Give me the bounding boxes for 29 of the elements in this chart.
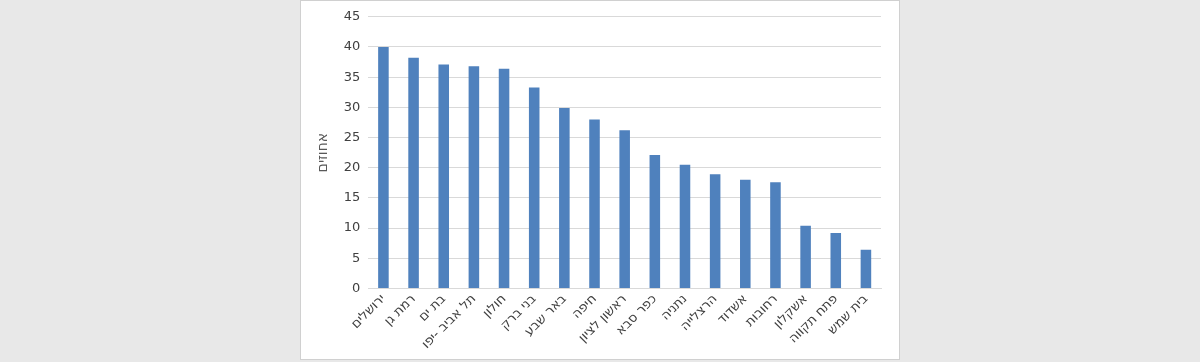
bar [800,225,811,288]
y-tick-label: 25 [343,128,361,144]
y-tick-label: 10 [343,219,361,235]
y-tick-label: 20 [343,159,361,175]
bar [770,182,781,288]
bar [740,179,751,288]
bar [468,66,480,288]
y-tick-label: 40 [343,38,361,54]
bar [830,232,842,288]
y-tick-label: 15 [343,189,361,205]
bar [860,249,872,288]
y-tick-label: 30 [343,98,361,114]
y-axis-title: אחוזים [314,132,331,173]
y-tick-label: 0 [352,279,361,295]
bar [498,68,510,288]
bar [709,174,721,288]
bar [559,107,570,288]
bar [378,46,389,288]
bar [589,119,600,288]
y-tick-label: 5 [352,249,361,265]
bar [649,155,661,288]
bar [619,130,630,288]
y-tick-label: 45 [343,8,361,24]
bar [408,57,419,288]
bar [438,64,450,288]
bar [528,87,540,288]
bar [679,164,691,288]
y-tick-label: 35 [343,68,361,84]
x-tick-label: חיפה [568,290,600,322]
